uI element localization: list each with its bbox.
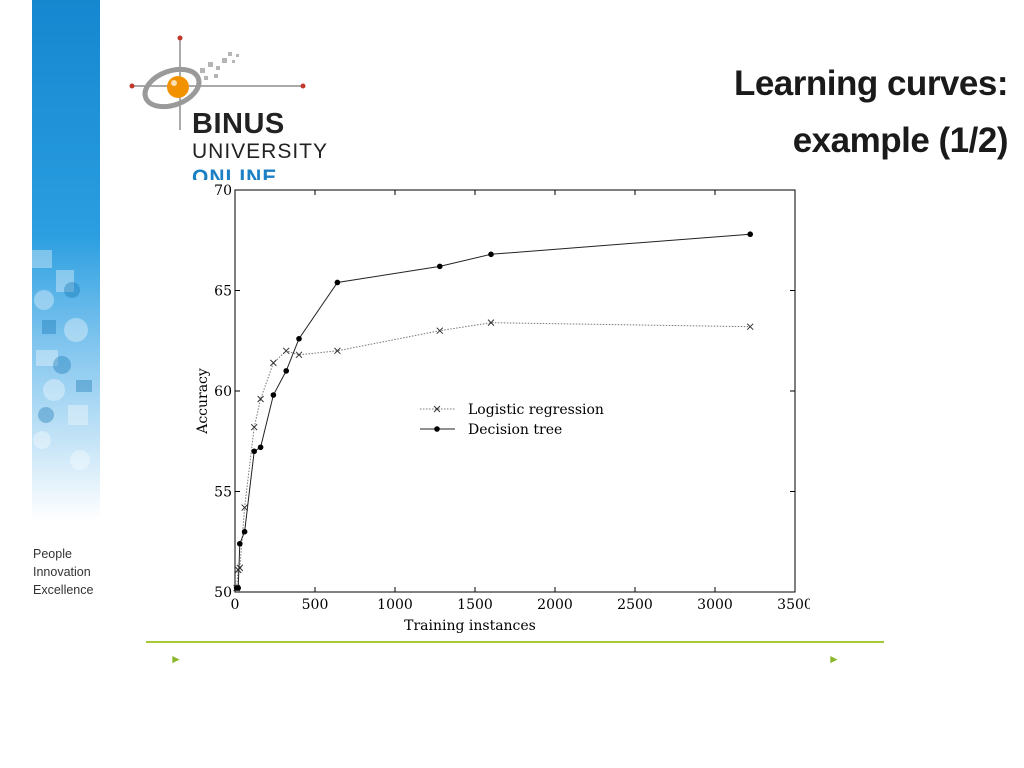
data-point-logistic <box>282 347 290 355</box>
data-point-logistic <box>487 319 495 327</box>
x-tick-label: 2000 <box>537 597 573 613</box>
decorative-side-band <box>32 0 100 520</box>
x-tick-label: 0 <box>231 597 240 613</box>
data-point-logistic <box>250 423 258 431</box>
footer-arrow-right-icon[interactable]: ► <box>828 652 840 666</box>
tagline-innovation: Innovation <box>33 565 91 579</box>
data-point-decision-tree <box>235 585 241 591</box>
data-point-logistic <box>295 351 303 359</box>
legend-label: Logistic regression <box>468 402 604 418</box>
x-axis-label: Training instances <box>404 618 536 634</box>
data-point-logistic <box>334 347 341 355</box>
tagline-people: People <box>33 547 72 561</box>
data-point-decision-tree <box>283 368 289 374</box>
legend-label: Decision tree <box>468 422 562 438</box>
footer-divider <box>146 641 884 643</box>
data-point-decision-tree <box>434 426 440 432</box>
binus-logo: BINUS UNIVERSITY ONLINE <box>128 30 328 215</box>
footer-arrow-left-icon[interactable]: ► <box>170 652 182 666</box>
logo-emblem-icon <box>129 35 306 130</box>
plot-frame <box>234 189 796 593</box>
slide-title-line2: example (1/2) <box>792 121 1009 160</box>
learning-curve-chart-container: 0 500 1000 1500 2000 2500 3000 3500 50 55 60 65 70 Tr… <box>190 180 813 640</box>
data-point-decision-tree <box>334 279 341 286</box>
y-tick-label: 50 <box>214 585 232 601</box>
tagline-excellence: Excellence <box>33 583 94 597</box>
logo-subtitle: UNIVERSITY <box>192 140 329 163</box>
data-point-decision-tree <box>251 448 257 455</box>
data-point-decision-tree <box>241 528 248 535</box>
x-tick-label: 1500 <box>457 597 493 613</box>
data-point-decision-tree <box>270 392 277 398</box>
data-point-logistic <box>746 323 754 331</box>
data-point-logistic <box>436 327 444 335</box>
data-point-logistic <box>236 564 244 572</box>
data-point-decision-tree <box>747 231 753 238</box>
y-tick-label: 60 <box>214 384 232 400</box>
tagline: People Innovation Excellence <box>33 545 93 599</box>
data-point-logistic <box>241 504 248 511</box>
y-axis-label: Accuracy <box>195 368 211 435</box>
y-tick-label: 55 <box>214 485 232 501</box>
logo-wordmark: BINUS <box>192 108 285 140</box>
x-tick-label: 500 <box>302 597 329 613</box>
slide-title: Learning curves: example (1/2) <box>733 55 1009 169</box>
x-tick-label: 3500 <box>777 597 810 613</box>
y-tick-label: 70 <box>214 183 232 199</box>
learning-curve-chart: 0 500 1000 1500 2000 2500 3000 3500 50 55 60 65 70 Tr… <box>195 183 813 634</box>
data-point-decision-tree <box>437 263 443 270</box>
series-line-logistic-regression <box>236 322 751 589</box>
slide-title-line1: Learning curves: <box>733 64 1009 103</box>
data-point-logistic <box>270 359 277 367</box>
data-point-decision-tree <box>488 251 494 258</box>
data-point-decision-tree <box>257 444 264 451</box>
data-point-logistic <box>433 405 441 413</box>
x-tick-label: 3000 <box>697 597 733 613</box>
x-tick-label: 1000 <box>377 597 413 613</box>
y-tick-label: 65 <box>214 284 232 300</box>
data-point-decision-tree <box>237 540 243 547</box>
data-point-logistic <box>257 395 264 403</box>
x-tick-label: 2500 <box>617 597 653 613</box>
data-point-decision-tree <box>296 335 302 342</box>
